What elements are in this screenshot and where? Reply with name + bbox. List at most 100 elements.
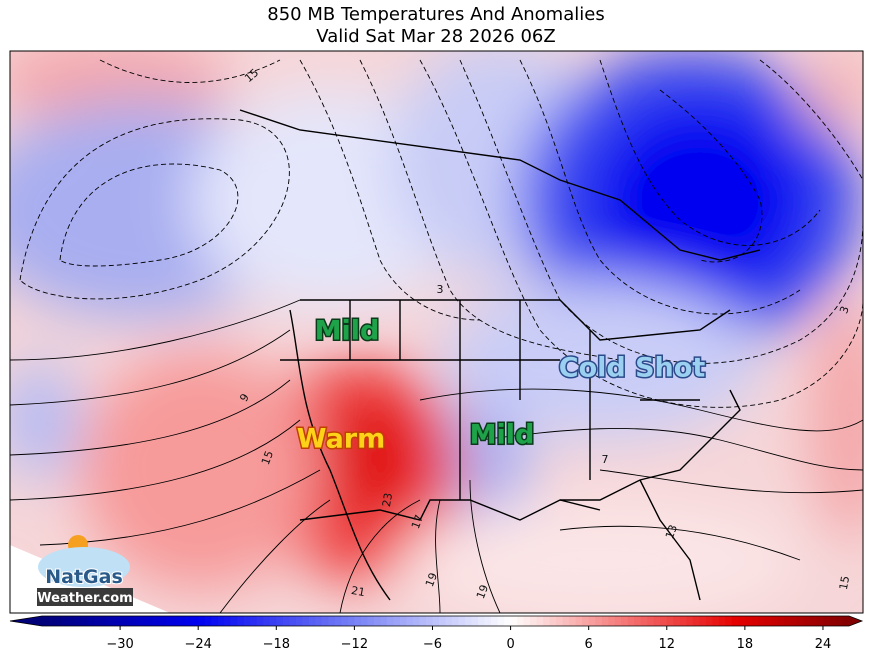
colorbar-step	[556, 616, 564, 626]
colorbar-step	[185, 616, 193, 626]
colorbar-step	[139, 616, 147, 626]
colorbar-step	[601, 616, 609, 626]
colorbar-step	[178, 616, 186, 626]
colorbar-step	[822, 616, 830, 626]
colorbar-step	[230, 616, 238, 626]
colorbar-step	[87, 616, 95, 626]
colorbar-step	[595, 616, 603, 626]
colorbar-step	[399, 616, 407, 626]
colorbar-step	[796, 616, 804, 626]
colorbar-step	[764, 616, 772, 626]
subtitle: Valid Sat Mar 28 2026 06Z	[316, 26, 555, 47]
colorbar-step	[484, 616, 492, 626]
colorbar-step	[172, 616, 180, 626]
colorbar-step	[217, 616, 225, 626]
colorbar-step	[198, 616, 206, 626]
logo-text: Weather.com	[37, 591, 132, 606]
colorbar-step	[211, 616, 219, 626]
map-label: Mild	[315, 316, 380, 347]
colorbar-tick-label: 0	[506, 637, 514, 652]
colorbar-step	[673, 616, 681, 626]
map: 15 3 9 15 23 17 19 21 19 13 7 15 3 Mild …	[10, 51, 863, 613]
colorbar-step	[816, 616, 824, 626]
colorbar-step	[562, 616, 570, 626]
colorbar-step	[282, 616, 290, 626]
colorbar-step	[588, 616, 596, 626]
colorbar-step	[614, 616, 622, 626]
colorbar-step	[237, 616, 245, 626]
colorbar-step	[731, 616, 739, 626]
colorbar-step	[803, 616, 811, 626]
colorbar-step	[81, 616, 89, 626]
colorbar-step	[42, 616, 50, 626]
colorbar-step	[321, 616, 329, 626]
colorbar-step	[289, 616, 297, 626]
colorbar-step	[100, 616, 108, 626]
colorbar-step	[224, 616, 232, 626]
colorbar-step	[55, 616, 63, 626]
colorbar-step	[640, 616, 648, 626]
contour-label: 17	[409, 513, 426, 531]
colorbar-step	[790, 616, 798, 626]
colorbar-step	[809, 616, 817, 626]
colorbar-step	[419, 616, 427, 626]
colorbar-step	[74, 616, 82, 626]
colorbar-step	[757, 616, 765, 626]
contour-label: 15	[837, 575, 852, 591]
borders	[239, 109, 761, 601]
contour-label: 19	[474, 583, 491, 601]
colorbar-tick-label: 6	[585, 637, 593, 652]
colorbar-step	[133, 616, 141, 626]
colorbar-step	[276, 616, 284, 626]
colorbar-step	[269, 616, 277, 626]
colorbar-step	[354, 616, 362, 626]
colorbar-step	[751, 616, 759, 626]
colorbar-step	[48, 616, 56, 626]
colorbar-step	[842, 616, 850, 626]
colorbar-step	[113, 616, 121, 626]
colorbar-step	[406, 616, 414, 626]
logo-text: NatGas	[45, 566, 123, 588]
colorbar-step	[243, 616, 251, 626]
colorbar-step	[653, 616, 661, 626]
colorbar-step	[386, 616, 394, 626]
colorbar-step	[367, 616, 375, 626]
logo: NatGas Weather.com	[37, 535, 133, 606]
colorbar-step	[295, 616, 303, 626]
colorbar-step	[146, 616, 154, 626]
colorbar-step	[263, 616, 271, 626]
colorbar-tick-label: −30	[106, 637, 133, 652]
contour-label: 15	[259, 449, 276, 467]
colorbar-step	[705, 616, 713, 626]
colorbar-step	[569, 616, 577, 626]
colorbar-step	[107, 616, 115, 626]
colorbar-step	[458, 616, 466, 626]
colorbar-step	[393, 616, 401, 626]
colorbar-step	[634, 616, 642, 626]
colorbar-step	[165, 616, 173, 626]
colorbar-step	[347, 616, 355, 626]
colorbar-step	[582, 616, 590, 626]
colorbar-tick-label: −6	[423, 637, 442, 652]
colorbar-step	[770, 616, 778, 626]
colorbar-step	[738, 616, 746, 626]
colorbar-step	[159, 616, 167, 626]
colorbar-step	[725, 616, 733, 626]
colorbar-step	[256, 616, 264, 626]
contour-label: 3	[837, 304, 852, 315]
colorbar-tick-label: 24	[815, 637, 832, 652]
colorbar-step	[94, 616, 102, 626]
colorbar-step	[445, 616, 453, 626]
colorbar-step	[380, 616, 388, 626]
colorbar-step	[777, 616, 785, 626]
colorbar-step	[491, 616, 499, 626]
colorbar-step	[341, 616, 349, 626]
colorbar-tick-label: −18	[263, 637, 290, 652]
colorbar-step	[712, 616, 720, 626]
colorbar-step	[328, 616, 336, 626]
colorbar-step	[621, 616, 629, 626]
colorbar-step	[718, 616, 726, 626]
colorbar-step	[478, 616, 486, 626]
colorbar-step	[543, 616, 551, 626]
map-label: Mild	[470, 420, 535, 451]
